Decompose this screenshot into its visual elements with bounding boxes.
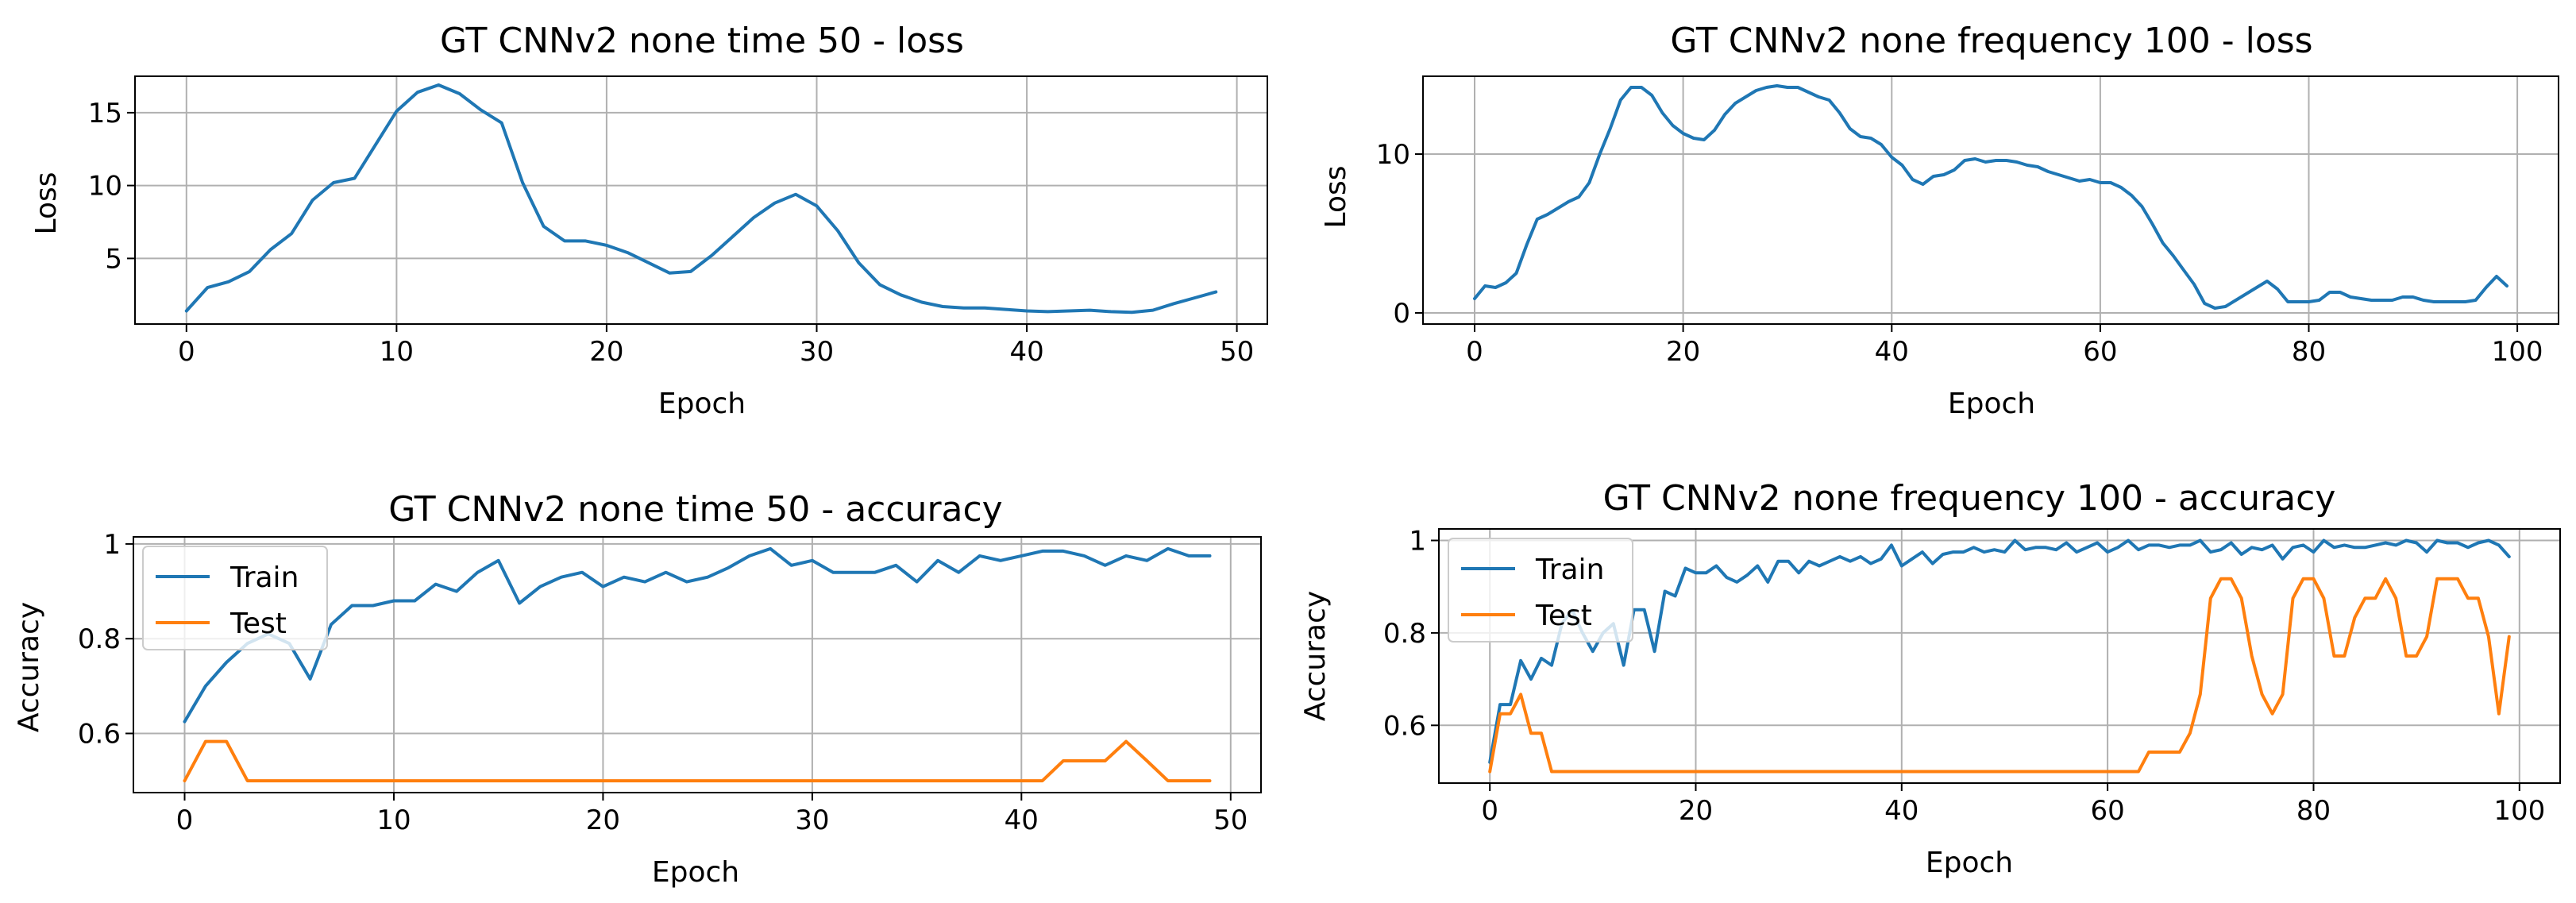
x-tick-label: 100 [2493,795,2545,827]
x-tick-label: 100 [2492,336,2543,368]
x-tick-label: 10 [376,805,411,836]
x-tick-label: 60 [2083,336,2117,368]
loss-frequency-chart: GT CNNv2 none frequency 100 - loss 0 20 40… [1320,21,2559,420]
plot-frame [134,75,1268,325]
y-tick-label: 0.8 [78,623,121,655]
x-tick-label: 20 [589,336,623,368]
x-tick-label: 0 [1466,336,1483,368]
y-tick-label: 10 [88,171,122,203]
x-tick-label: 10 [380,336,414,368]
legend-label-train: Train [229,561,299,594]
y-tick-label: 1 [103,529,121,561]
x-axis-label: Epoch [652,856,739,889]
series-line-test [1488,577,2511,774]
x-tick-label: 60 [2090,795,2124,827]
y-axis-label: Loss [1320,166,1352,229]
x-tick-label: 80 [2296,795,2331,827]
chart-title: GT CNNv2 none time 50 - accuracy [388,489,1002,530]
plot-frame [1422,75,2559,325]
series-line-train [1488,538,2511,764]
x-tick-label: 20 [1666,336,1700,368]
y-tick-label: 0 [1393,298,1410,330]
y-tick-label: 1 [1409,526,1426,558]
y-tick-label: 5 [105,243,122,275]
plot-frame [1438,528,2561,784]
x-tick-label: 30 [800,336,834,368]
x-tick-label: 40 [1875,336,1909,368]
series-line-loss [1473,84,2509,310]
x-tick-label: 40 [1005,805,1039,836]
x-axis-label: Epoch [1948,388,2035,420]
chart-title: GT CNNv2 none frequency 100 - accuracy [1603,478,2336,519]
x-tick-label: 30 [795,805,829,836]
series-line-train [183,546,1212,724]
x-axis-label: Epoch [1926,847,2013,879]
legend-label-test: Test [1535,600,1592,632]
legend-label-test: Test [229,608,287,640]
x-tick-label: 50 [1220,336,1254,368]
chart-title: GT CNNv2 none time 50 - loss [440,21,964,61]
x-tick-label: 0 [178,336,195,368]
y-tick-label: 10 [1376,139,1410,171]
chart-title: GT CNNv2 none frequency 100 - loss [1670,21,2312,61]
x-tick-label: 50 [1213,805,1248,836]
legend-label-train: Train [1535,554,1604,586]
y-tick-label: 0.8 [1383,618,1426,650]
y-tick-label: 15 [88,98,122,129]
x-axis-label: Epoch [658,388,746,420]
y-axis-label: Loss [30,172,63,235]
x-tick-label: 20 [586,805,620,836]
accuracy-frequency-chart: GT CNNv2 none frequency 100 - accuracy 0… [1299,478,2561,879]
x-tick-label: 40 [1009,336,1043,368]
y-tick-label: 0.6 [1383,710,1426,742]
loss-time-chart: GT CNNv2 none time 50 - loss 0 10 20 30 40 50… [30,21,1268,420]
y-tick-label: 0.6 [78,719,121,751]
series-line-loss [184,83,1218,315]
x-tick-label: 80 [2292,336,2326,368]
accuracy-time-chart: GT CNNv2 none time 50 - accuracy 0 10 20 30… [13,489,1262,889]
y-axis-label: Accuracy [13,602,45,732]
y-axis-label: Accuracy [1299,591,1332,721]
x-tick-label: 40 [1884,795,1919,827]
x-tick-label: 0 [176,805,194,836]
x-tick-label: 20 [1679,795,1713,827]
plot-frame [133,536,1262,793]
series-line-test [183,739,1212,783]
x-tick-label: 0 [1481,795,1498,827]
